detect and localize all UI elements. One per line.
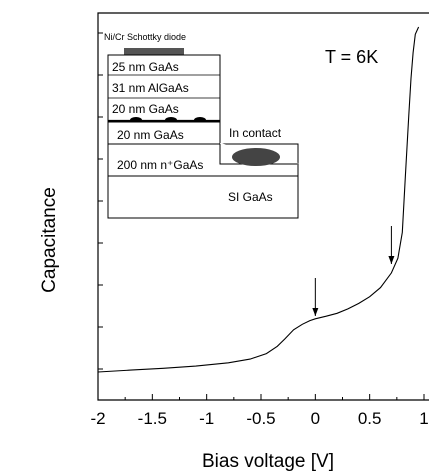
x-tick-label: 0 (311, 409, 320, 428)
x-tick-label: -1 (199, 409, 214, 428)
x-axis-title: Bias voltage [V] (202, 451, 334, 472)
x-tick-label: -2 (90, 409, 105, 428)
arrow-marker (312, 278, 319, 316)
capacitance-curve (97, 26, 420, 373)
x-tick-label: -0.5 (246, 409, 275, 428)
layer-step-edge (219, 144, 298, 165)
inset-contact-label: In contact (229, 126, 282, 140)
x-tick-label: 0.5 (358, 409, 382, 428)
schottky-contact (124, 48, 184, 55)
in-contact-blob (232, 148, 280, 166)
plot-frame (97, 12, 429, 401)
inset-layer-label: 200 nm n⁺GaAs (117, 158, 203, 172)
inset-layer-label: 25 nm GaAs (112, 60, 179, 74)
arrow-markers (312, 226, 395, 316)
inset-layer-label: 20 nm GaAs (117, 128, 184, 142)
inset-layer-label: 31 nm AlGaAs (112, 81, 189, 95)
arrow-marker (388, 226, 395, 264)
inset-layer-label: 20 nm GaAs (112, 102, 179, 116)
inset-top-label: Ni/Cr Schottky diode (104, 32, 186, 42)
layer-si-gaas (107, 175, 299, 219)
temperature-annotation: T = 6K (325, 47, 378, 67)
x-axis: -2 -1.5 -1 -0.5 0 0.5 1 (90, 394, 429, 428)
y-axis-title: Capacitance (39, 187, 60, 293)
inset-diagram: Ni/Cr Schottky diode 25 nm GaAs 31 nm Al… (104, 32, 299, 219)
plot-border (97, 12, 429, 401)
x-tick-label: -1.5 (138, 409, 167, 428)
inset-layer-label: SI GaAs (228, 190, 273, 204)
x-tick-label: 1 (419, 409, 428, 428)
